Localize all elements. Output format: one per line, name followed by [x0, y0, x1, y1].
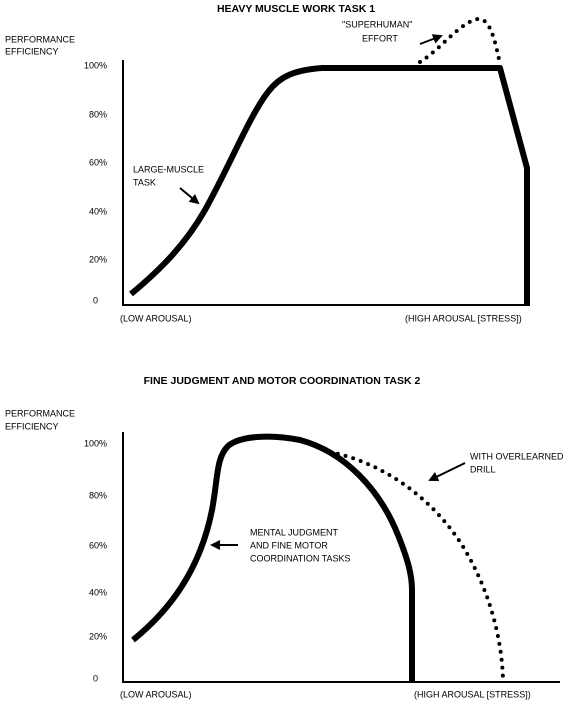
curve [129, 65, 530, 305]
annotation: COORDINATION TASKS [250, 553, 351, 563]
axes [122, 60, 530, 306]
annotation: AND FINE MOTOR [250, 540, 328, 550]
y-label: EFFICIENCY [5, 421, 59, 431]
x-label: (LOW AROUSAL) [120, 313, 192, 323]
dotted-curve [328, 450, 505, 682]
y-tick-label: 40% [89, 206, 107, 216]
curve [131, 433, 415, 682]
y-tick-label: 60% [89, 157, 107, 167]
annotation: WITH OVERLEARNED [470, 451, 564, 461]
y-tick-label: 40% [89, 587, 107, 597]
y-tick-label: 80% [89, 490, 107, 500]
y-tick-label: 100% [84, 438, 107, 448]
y-tick-label: 60% [89, 540, 107, 550]
annotation: MENTAL JUDGMENT [250, 527, 339, 537]
x-label: (LOW AROUSAL) [120, 689, 192, 699]
arrow [179, 187, 200, 205]
y-tick-label: 0 [93, 673, 98, 683]
y-tick-label: 20% [89, 631, 107, 641]
panel-title: FINE JUDGMENT AND MOTOR COORDINATION TAS… [144, 375, 421, 387]
arrow [419, 34, 443, 45]
panel-1: HEAVY MUSCLE WORK TASK 1 PERFORMANCE EFF… [5, 3, 530, 323]
y-tick-label: 20% [89, 254, 107, 264]
x-label: (HIGH AROUSAL [STRESS]) [414, 689, 531, 699]
annotation: "SUPERHUMAN" [342, 19, 412, 29]
dotted-curve [418, 17, 502, 66]
annotation: DRILL [470, 464, 496, 474]
annotation: EFFORT [362, 33, 398, 43]
annotation: LARGE-MUSCLE [133, 164, 204, 174]
y-label: PERFORMANCE [5, 408, 75, 418]
arrow [428, 462, 466, 482]
annotation: TASK [133, 177, 156, 187]
y-tick-label: 80% [89, 109, 107, 119]
x-label: (HIGH AROUSAL [STRESS]) [405, 313, 522, 323]
y-tick-label: 100% [84, 60, 107, 70]
y-label: PERFORMANCE [5, 34, 75, 44]
panel-2: FINE JUDGMENT AND MOTOR COORDINATION TAS… [5, 375, 564, 700]
y-label: EFFICIENCY [5, 46, 59, 56]
panel-title: HEAVY MUSCLE WORK TASK 1 [217, 3, 375, 15]
y-tick-label: 0 [93, 295, 98, 305]
